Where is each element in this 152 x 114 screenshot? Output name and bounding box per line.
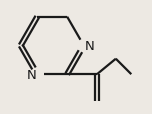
Text: N: N: [85, 40, 95, 52]
Text: N: N: [26, 68, 36, 81]
